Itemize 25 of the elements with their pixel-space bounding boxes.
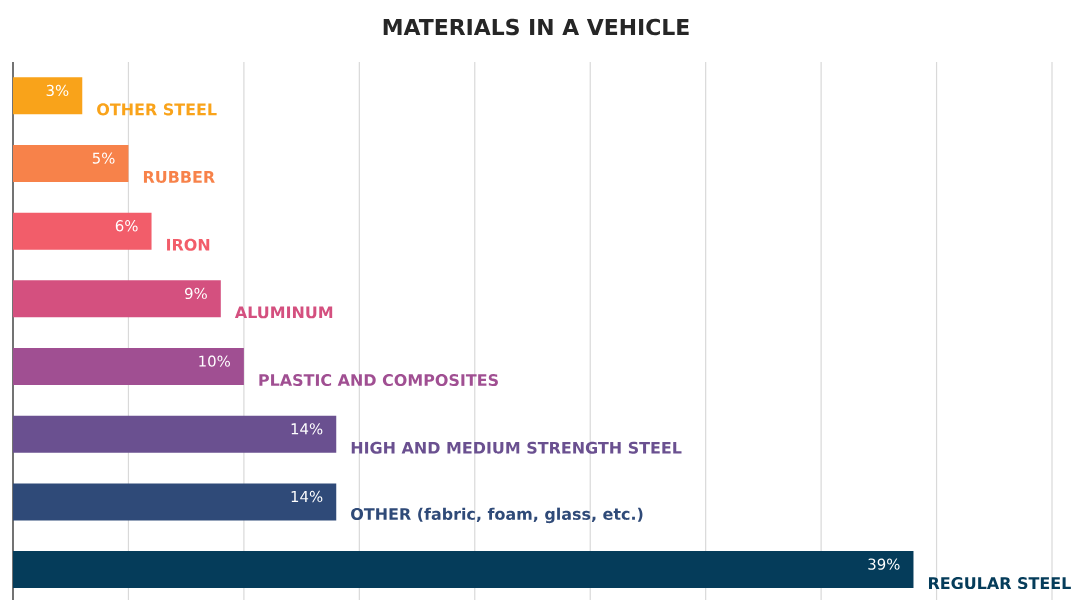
bar [13,280,221,318]
bar [13,145,129,183]
data-label: 14% [291,490,323,503]
data-label: 39% [868,558,900,570]
bar [13,415,337,453]
y-tick-label: OTHER STEEL [97,103,217,116]
data-label: 10% [199,355,231,367]
data-label: 5% [92,152,115,164]
bar [13,212,152,250]
y-tick-label: OTHER (fabric, foam, glass, etc.) [351,507,643,524]
bar [13,77,83,115]
data-label: 14% [291,423,323,435]
bar [13,348,244,386]
y-tick-label: RUBBER [143,171,215,183]
y-tick-label: IRON [167,238,210,251]
data-label: 9% [184,287,207,300]
y-tick-label: REGULAR STEEL [928,577,1071,590]
y-tick-label: ALUMINUM [234,306,333,319]
data-label: 6% [115,220,138,232]
bar [13,483,337,521]
y-tick-label: HIGH AND MEDIUM STRENGTH STEEL [351,441,682,454]
bar [13,551,914,589]
chart-title: MATERIALS IN A VEHICLE [383,18,689,36]
y-tick-label: PLASTIC AND COMPOSITES [259,374,498,387]
data-label: 3% [46,84,69,97]
